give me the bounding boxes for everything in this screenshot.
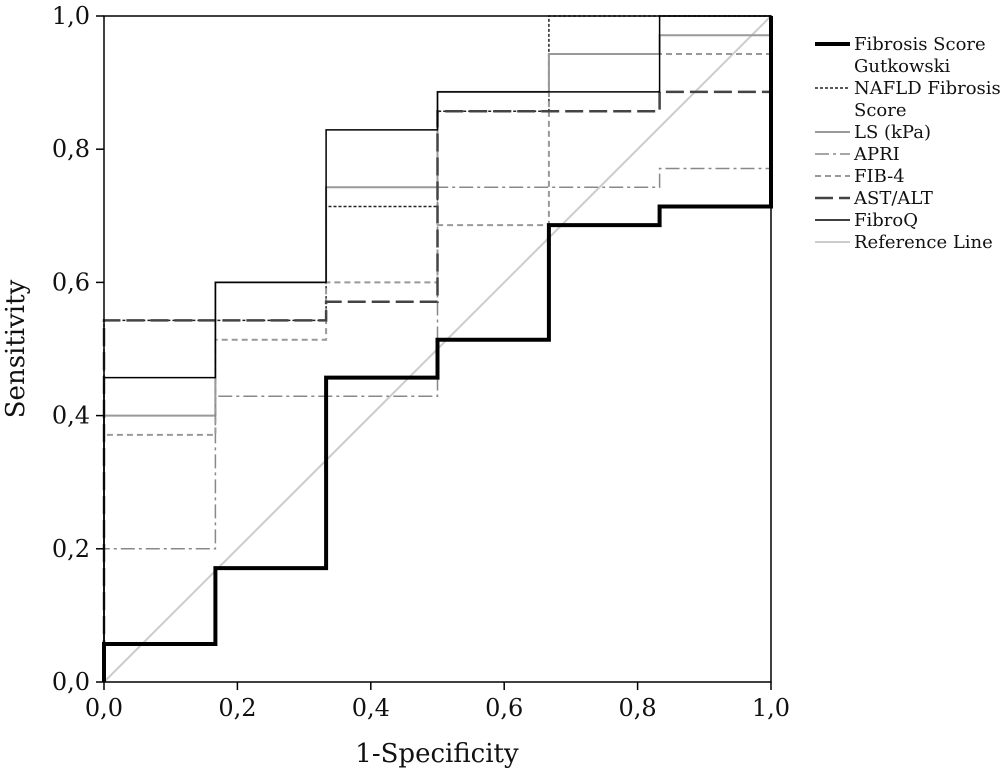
legend-label: FibroQ bbox=[854, 210, 918, 231]
x-axis: 0,0 0,2 0,4 0,6 0,8 1,0 bbox=[85, 682, 790, 722]
x-tick-label: 0,4 bbox=[352, 694, 390, 722]
y-tick-label: 0,2 bbox=[52, 535, 90, 563]
series-line-apri bbox=[103, 16, 772, 682]
y-tick-label: 0,8 bbox=[52, 135, 90, 163]
x-tick-label: 0,2 bbox=[218, 694, 256, 722]
x-axis-title: 1-Specificity bbox=[355, 739, 519, 769]
y-axis: 0,0 0,2 0,4 0,6 0,8 1,0 bbox=[52, 2, 104, 696]
series-line-fibrosis-score-gutkowski bbox=[102, 16, 773, 682]
legend-label: FIB-4 bbox=[854, 166, 905, 187]
curves-layer bbox=[102, 15, 773, 683]
y-axis-title: Sensitivity bbox=[1, 279, 31, 418]
legend-label: Reference Line bbox=[854, 232, 993, 253]
y-tick-label: 0,4 bbox=[52, 402, 90, 430]
plot-frame bbox=[103, 15, 772, 683]
legend-label: AST/ALT bbox=[853, 188, 933, 209]
legend-label: NAFLD Fibrosis bbox=[854, 78, 1000, 99]
legend-item-ls-kpa: LS (kPa) bbox=[815, 122, 931, 143]
legend-item-reference-line: Reference Line bbox=[815, 232, 993, 253]
legend-label: Score bbox=[854, 100, 907, 121]
legend-item-fib-4: FIB-4 bbox=[815, 166, 905, 187]
legend-label: Fibrosis Score bbox=[854, 34, 986, 55]
legend-label: LS (kPa) bbox=[854, 122, 931, 143]
x-tick-label: 0,0 bbox=[85, 694, 123, 722]
y-tick-label: 0,0 bbox=[52, 668, 90, 696]
x-tick-label: 0,6 bbox=[485, 694, 523, 722]
legend-item-apri: APRI bbox=[815, 144, 900, 165]
y-tick-label: 0,6 bbox=[52, 268, 90, 296]
x-tick-label: 1,0 bbox=[752, 694, 790, 722]
legend-label: Gutkowski bbox=[854, 56, 951, 77]
x-tick-label: 0,8 bbox=[619, 694, 657, 722]
legend-label: APRI bbox=[853, 144, 900, 165]
legend-item-fibroq: FibroQ bbox=[815, 210, 918, 231]
y-tick-label: 1,0 bbox=[52, 2, 90, 30]
legend-item-ast-alt: AST/ALT bbox=[815, 188, 933, 209]
series-line-fibroq bbox=[103, 15, 771, 682]
